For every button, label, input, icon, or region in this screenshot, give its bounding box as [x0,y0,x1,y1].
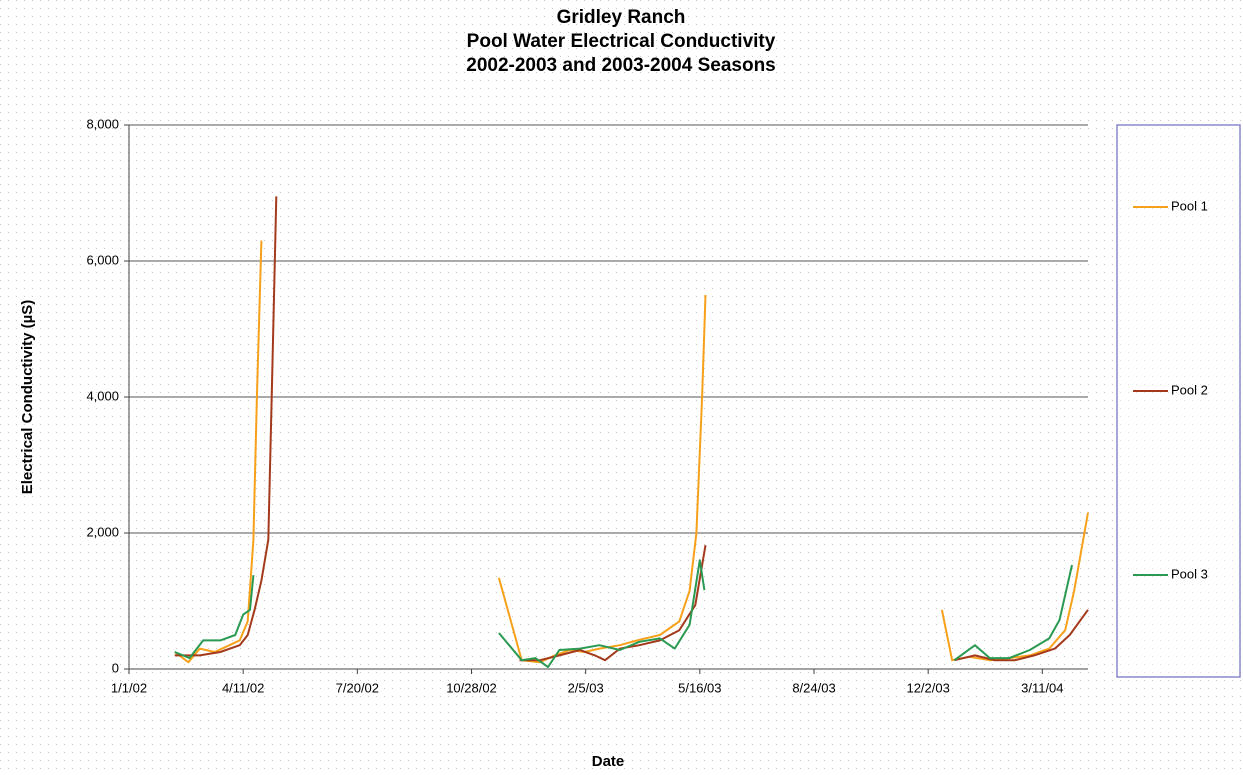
x-axis-title: Date [592,753,625,770]
x-tick-label: 2/5/03 [568,680,604,695]
x-tick-label: 4/11/02 [222,680,264,695]
legend-box [1116,124,1241,678]
legend-label: Pool 2 [1171,382,1208,397]
chart-title: Gridley Ranch [557,7,686,28]
legend-label: Pool 3 [1171,566,1208,581]
x-tick-label: 3/11/04 [1021,680,1063,695]
y-tick-label: 2,000 [86,524,119,539]
x-tick-label: 10/28/02 [446,680,497,695]
y-tick-label: 4,000 [86,388,119,403]
series-line [174,559,1073,668]
y-tick-label: 6,000 [86,252,119,267]
y-tick-label: 8,000 [86,116,119,131]
x-tick-label: 5/16/03 [678,680,721,695]
x-tick-label: 8/24/03 [792,680,835,695]
legend-label: Pool 1 [1171,198,1208,213]
chart-title: 2002-2003 and 2003-2004 Seasons [466,55,776,76]
y-tick-label: 0 [112,660,119,675]
y-axis-title: Electrical Conductivity (µS) [19,300,36,495]
x-tick-label: 1/1/02 [111,680,147,695]
x-tick-label: 12/2/03 [906,680,949,695]
chart-title: Pool Water Electrical Conductivity [467,31,776,52]
x-tick-label: 7/20/02 [336,680,379,695]
